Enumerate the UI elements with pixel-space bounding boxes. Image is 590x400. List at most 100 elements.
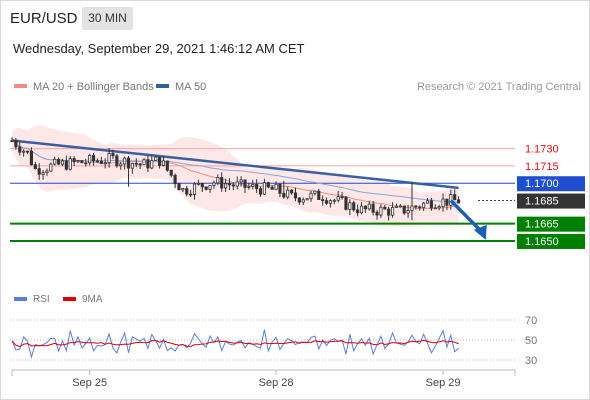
candle-body xyxy=(29,150,33,166)
candle-body xyxy=(72,158,76,163)
candle-body xyxy=(402,205,406,214)
candle-body xyxy=(352,202,356,211)
candle-body xyxy=(95,160,99,163)
datetime-label: Wednesday, September 29, 2021 1:46:12 AM… xyxy=(13,41,305,56)
candle-body xyxy=(80,160,84,164)
candle-body xyxy=(359,205,364,214)
candle-body xyxy=(278,183,282,194)
candle-body xyxy=(212,182,216,186)
price-label-pivot: 1.1700 xyxy=(525,178,559,190)
copyright-label: Research © 2021 Trading Central xyxy=(417,81,581,93)
candle-body xyxy=(457,199,461,204)
timeframe-badge[interactable]: 30 MIN xyxy=(82,7,133,30)
candle-body xyxy=(348,202,352,210)
candle-body xyxy=(251,183,255,187)
rsi-ma-line xyxy=(11,339,459,348)
candle-body xyxy=(76,160,80,163)
rsi-legend-swatch xyxy=(63,297,76,301)
candle-body xyxy=(379,206,383,216)
candle-body xyxy=(313,190,317,194)
candle-body xyxy=(441,198,445,208)
candle-body xyxy=(286,189,290,198)
candle-body xyxy=(383,206,387,210)
candle-body xyxy=(321,199,325,202)
candle-body xyxy=(123,157,127,165)
price-tag-support xyxy=(517,233,585,249)
rsi-level-label: 70 xyxy=(525,315,537,327)
candle-body xyxy=(371,203,375,213)
candle-body xyxy=(10,140,14,142)
rsi-legend-label: RSI xyxy=(33,294,50,305)
candle-body xyxy=(290,189,294,194)
candle-body xyxy=(91,155,96,162)
candle-body xyxy=(255,183,259,190)
candle-body xyxy=(37,168,41,175)
candle-body xyxy=(25,150,30,153)
candle-body xyxy=(398,205,402,208)
legend-label: MA 20 + Bollinger Bands xyxy=(33,81,154,93)
x-tick-label: Sep 29 xyxy=(426,377,461,389)
trend-line xyxy=(11,139,459,190)
candle-body xyxy=(84,162,88,165)
candle-body xyxy=(387,208,391,216)
price-tag-pivot xyxy=(517,176,585,192)
candle-body xyxy=(103,162,107,165)
candle-body xyxy=(99,160,103,164)
candle-body xyxy=(305,198,309,201)
candle-body xyxy=(394,205,399,208)
candle-body xyxy=(328,200,332,204)
candle-body xyxy=(53,158,57,165)
candle-body xyxy=(235,181,239,187)
forecast-arrow-shaft xyxy=(449,199,485,235)
x-tick-label: Sep 25 xyxy=(72,377,107,389)
candle-body xyxy=(208,185,212,190)
candle-body xyxy=(60,160,65,165)
candle-body xyxy=(177,183,181,191)
candle-body xyxy=(119,163,123,167)
candle-body xyxy=(433,207,437,210)
candle-body xyxy=(130,162,134,169)
price-tag-current xyxy=(517,193,585,209)
rsi-legend-label: 9MA xyxy=(82,294,103,305)
candle-body xyxy=(88,155,92,164)
candle-body xyxy=(266,182,270,188)
legend-label: MA 50 xyxy=(175,81,206,93)
price-label-current: 1.1685 xyxy=(525,196,559,208)
candle-body xyxy=(14,140,18,148)
ma50-line xyxy=(11,140,459,203)
candle-body xyxy=(41,172,45,175)
candle-body xyxy=(243,179,247,188)
symbol-label: EUR/USD xyxy=(10,10,78,27)
candle-body xyxy=(45,170,49,174)
candle-body xyxy=(33,164,37,169)
legend-swatch xyxy=(156,84,169,88)
candle-body xyxy=(18,146,22,153)
candle-body xyxy=(247,186,251,188)
candle-body xyxy=(375,211,379,216)
candle-body xyxy=(158,156,162,166)
candle-body xyxy=(340,196,344,198)
candle-body xyxy=(445,198,449,206)
candle-body xyxy=(422,202,426,209)
candle-body xyxy=(154,156,158,161)
forecast-arrow-head xyxy=(473,224,487,240)
candle-body xyxy=(231,184,235,187)
candle-body xyxy=(185,188,189,195)
candle-body xyxy=(107,152,111,164)
candle-body xyxy=(317,190,321,200)
candle-body xyxy=(274,183,278,190)
candle-body xyxy=(429,200,433,209)
candle-body xyxy=(68,158,72,170)
price-label-resistance: 1.1730 xyxy=(525,144,559,156)
rsi-level-label: 50 xyxy=(525,335,537,347)
candle-body xyxy=(418,206,422,209)
candle-body xyxy=(142,159,146,165)
candle-body xyxy=(367,203,371,210)
candle-body xyxy=(22,150,26,153)
candle-body xyxy=(410,205,414,211)
candle-body xyxy=(363,205,367,210)
candle-body xyxy=(453,194,457,201)
candle-body xyxy=(64,160,68,170)
candle-body xyxy=(301,199,305,203)
candle-body xyxy=(165,160,169,171)
